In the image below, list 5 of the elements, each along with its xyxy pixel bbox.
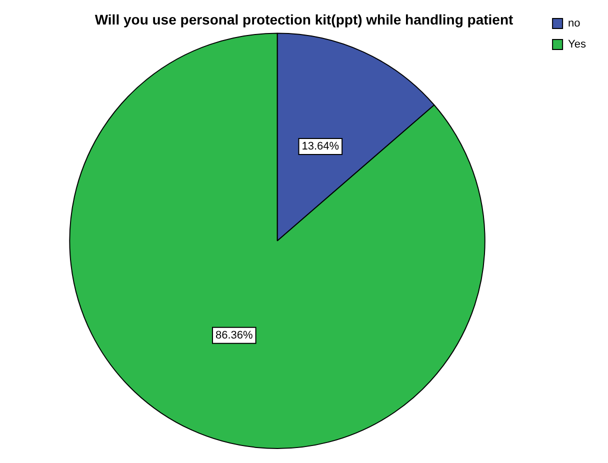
data-label: 86.36% (215, 329, 254, 342)
legend-label: Yes (568, 38, 586, 51)
data-label: 13.64% (302, 140, 340, 153)
legend-label: no (568, 18, 580, 30)
chart-title: Will you use personal protection kit(ppt) while handling patient (94, 11, 514, 28)
